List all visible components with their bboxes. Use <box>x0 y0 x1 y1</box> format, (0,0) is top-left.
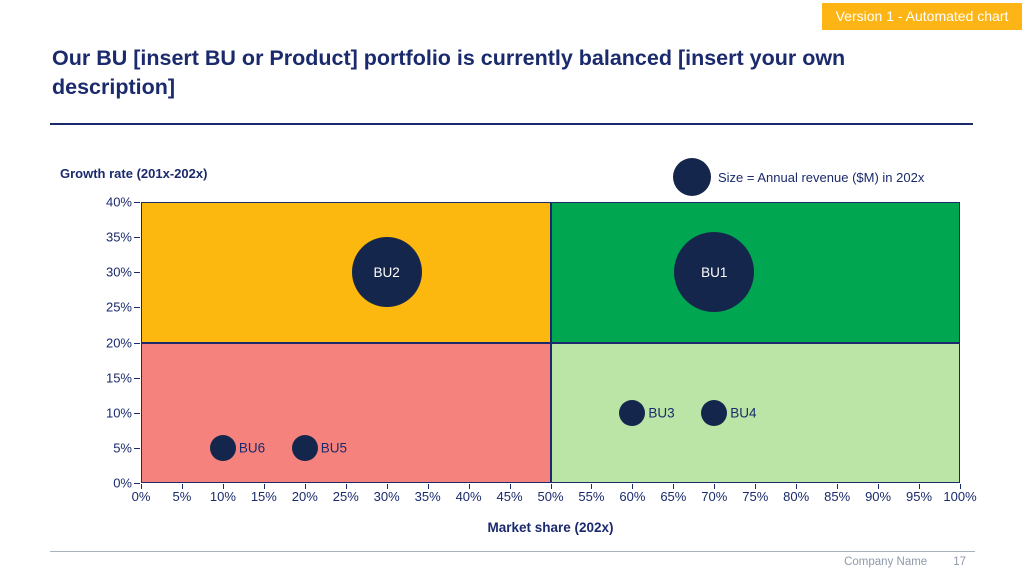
bubble-label-bu5: BU5 <box>320 440 348 456</box>
y-axis-tick-label: 0% <box>113 475 132 491</box>
y-axis-tick-label: 20% <box>105 335 132 350</box>
x-axis-tick <box>304 484 306 489</box>
x-axis-tick-label: 100% <box>943 489 977 504</box>
x-axis-tick-label: 85% <box>824 489 851 504</box>
y-axis-tick-label: 40% <box>105 194 132 210</box>
quadrant-bottom-left <box>142 342 551 482</box>
y-axis-tick <box>134 307 140 309</box>
y-axis-tick <box>134 342 140 344</box>
x-axis-tick <box>468 484 470 489</box>
x-axis-tick <box>591 484 593 489</box>
y-axis-tick <box>134 202 140 203</box>
x-axis-tick-label: 75% <box>742 489 769 504</box>
x-axis-tick-label: 65% <box>660 489 687 504</box>
x-axis-tick <box>222 484 224 489</box>
bubble-bu5 <box>291 434 318 461</box>
quadrant-bottom-right <box>550 342 959 482</box>
footer-page-number: 17 <box>953 556 966 568</box>
quadrant-top-right <box>550 203 959 343</box>
bubble-bu6 <box>209 434 236 461</box>
bubble-bu1: BU1 <box>674 232 755 313</box>
x-axis-tick-label: 40% <box>455 489 482 504</box>
x-axis-tick <box>141 484 142 489</box>
x-axis-tick <box>837 484 839 489</box>
x-axis-tick-label: 30% <box>373 489 400 504</box>
bubble-bu2: BU2 <box>351 237 422 308</box>
bubble-bu4 <box>701 399 728 426</box>
x-axis-tick-label: 20% <box>291 489 318 504</box>
title-divider <box>50 123 973 125</box>
x-axis-tick-label: 70% <box>701 489 728 504</box>
x-axis-tick <box>345 484 347 489</box>
x-axis-tick <box>755 484 757 489</box>
x-axis-tick <box>919 484 921 489</box>
chart-legend: Size = Annual revenue ($M) in 202x <box>673 158 924 196</box>
footer-company: Company Name <box>844 556 928 568</box>
x-axis-tick <box>386 484 388 489</box>
x-axis-tick-label: 80% <box>783 489 810 504</box>
bubble-label-bu3: BU3 <box>648 405 675 421</box>
y-axis-tick <box>134 412 140 414</box>
x-axis-tick <box>714 484 716 489</box>
bubble-label-bu4: BU4 <box>730 405 757 421</box>
y-axis-tick-label: 5% <box>113 440 132 456</box>
footer: Company Name 17 <box>844 556 966 568</box>
x-axis-tick-label: 55% <box>578 489 605 504</box>
y-axis-tick <box>134 272 140 274</box>
x-axis-tick <box>796 484 798 489</box>
x-axis-tick-label: 15% <box>250 489 277 504</box>
x-axis-tick-label: 5% <box>172 489 192 504</box>
version-badge: Version 1 - Automated chart <box>822 3 1022 30</box>
y-axis-tick-label: 25% <box>105 299 132 315</box>
y-axis-tick-label: 10% <box>105 405 132 421</box>
x-axis-tick <box>181 484 183 489</box>
x-axis-tick-label: 90% <box>865 489 892 504</box>
x-axis-tick <box>632 484 634 489</box>
y-axis-tick <box>134 237 140 239</box>
y-axis-tick-label: 30% <box>105 264 132 280</box>
x-axis-tick-label: 0% <box>131 489 151 504</box>
bubble-bu3 <box>619 399 646 426</box>
x-axis-tick-label: 95% <box>906 489 933 504</box>
legend-label: Size = Annual revenue ($M) in 202x <box>718 169 925 185</box>
x-axis-tick <box>673 484 675 489</box>
bubble-label-bu6: BU6 <box>238 440 266 456</box>
x-axis-tick <box>960 484 961 489</box>
y-axis-tick <box>134 447 140 449</box>
y-axis-tick-label: 15% <box>105 370 132 386</box>
y-axis-tick <box>134 483 140 484</box>
y-axis-title: Growth rate (201x-202x) <box>60 166 208 181</box>
x-axis-tick-label: 60% <box>619 489 646 504</box>
y-axis-tick <box>134 377 140 379</box>
y-axis-tick-label: 35% <box>105 229 132 245</box>
legend-bubble-icon <box>673 158 711 196</box>
bubble-chart-plot-area <box>141 202 960 483</box>
x-axis-tick-label: 35% <box>414 489 441 504</box>
quadrant-divider-horizontal <box>142 341 959 344</box>
x-axis-title: Market share (202x) <box>487 520 614 535</box>
x-axis-tick-label: 10% <box>209 489 236 504</box>
x-axis-tick <box>427 484 429 489</box>
x-axis-tick-label: 45% <box>496 489 523 504</box>
x-axis-tick <box>509 484 511 489</box>
x-axis-tick-label: 25% <box>332 489 359 504</box>
slide-title: Our BU [insert BU or Product] portfolio … <box>52 46 846 100</box>
footer-divider <box>50 551 975 552</box>
x-axis-tick <box>263 484 265 489</box>
x-axis-tick <box>878 484 880 489</box>
x-axis-tick-label: 50% <box>537 489 564 504</box>
x-axis-tick <box>550 484 552 489</box>
quadrant-top-left <box>142 203 551 343</box>
